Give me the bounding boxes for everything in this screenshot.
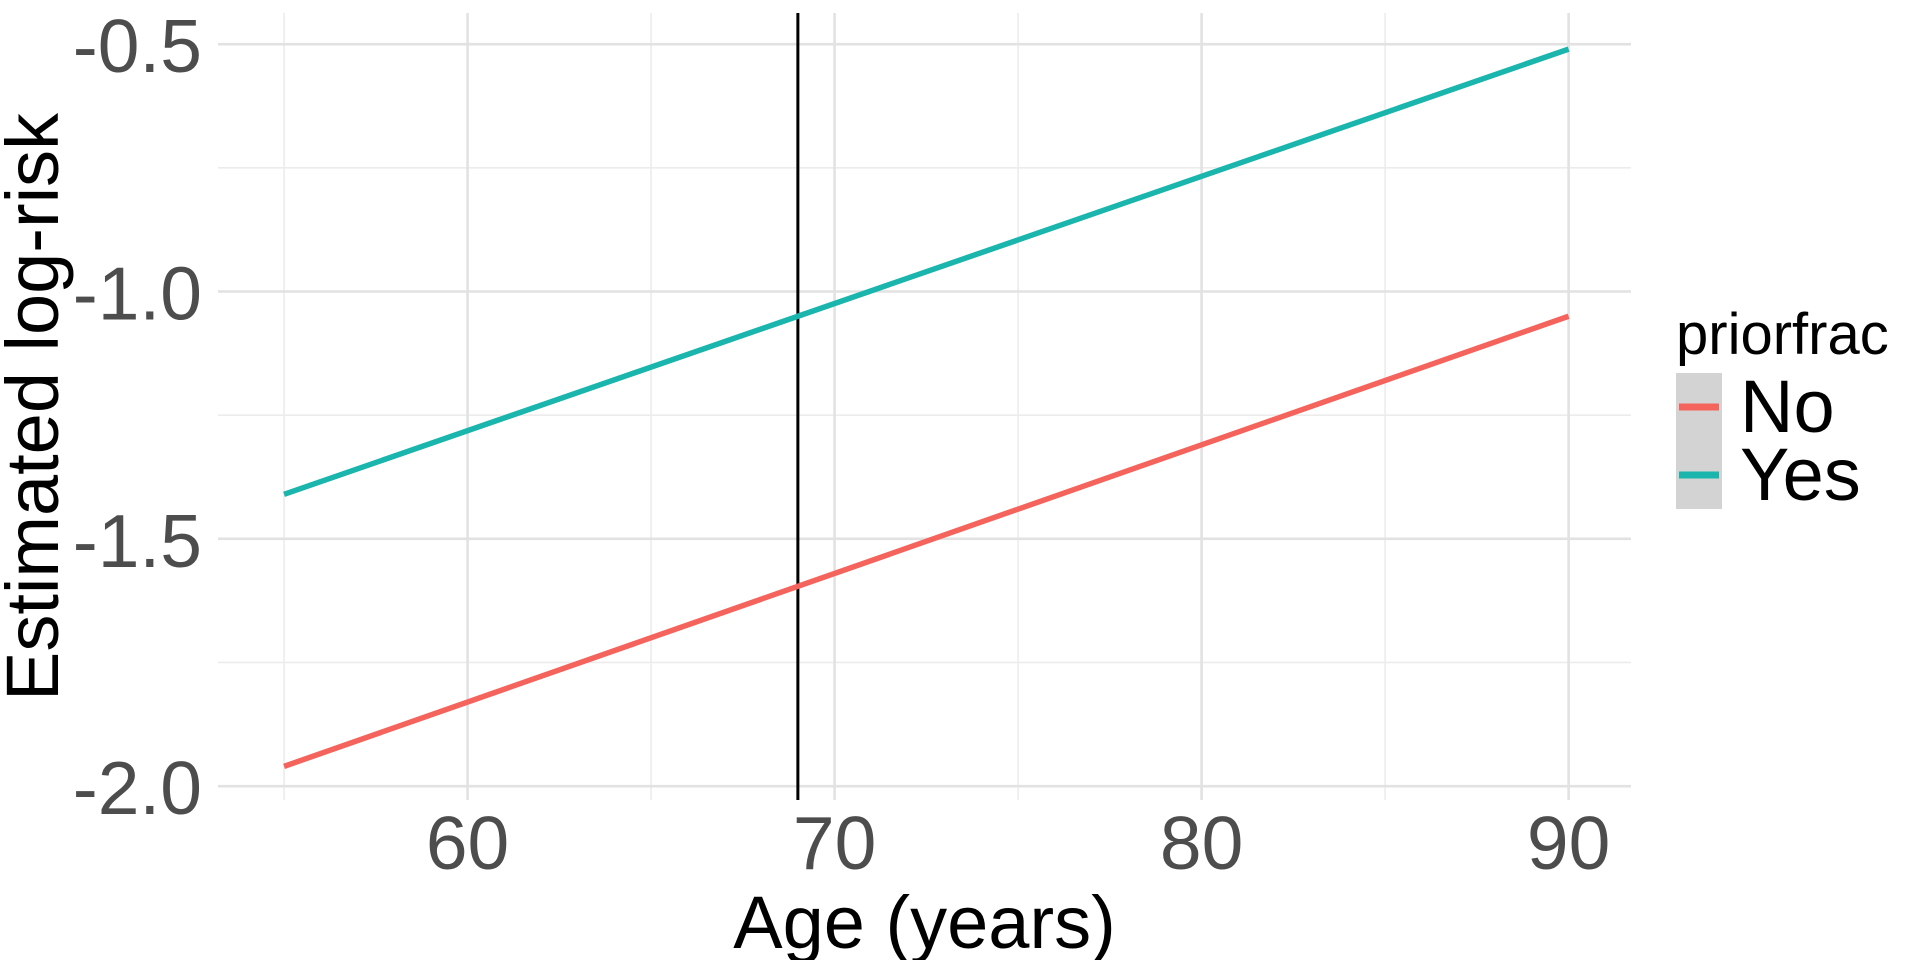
legend-key-line-yes-icon [1679,471,1719,479]
legend-key-no [1676,373,1722,441]
series-line-yes [283,46,1570,497]
y-tick-label: -0.5 [73,4,202,88]
x-tick-label: 70 [793,801,876,885]
legend-label-no: No [1740,365,1835,448]
legend-key-line-no-icon [1679,403,1719,411]
x-tick-label: 60 [426,801,509,885]
legend-title: priorfrac [1676,302,1889,367]
series-line-no [283,313,1570,769]
legend-label-yes: Yes [1740,433,1861,516]
x-tick-label: 80 [1160,801,1243,885]
legend-entry-no: No [1676,365,1889,448]
x-tick-label: 90 [1527,801,1610,885]
y-axis-title: Estimated log-risk [0,112,74,701]
y-tick-label: -1.0 [73,251,202,335]
legend-entry-yes: Yes [1676,433,1889,516]
legend: priorfrac No Yes [1676,296,1889,516]
y-axis-title-wrap: Estimated log-risk [0,13,74,800]
y-tick-label: -2.0 [73,746,202,830]
x-axis-title: Age (years) [733,881,1116,960]
y-tick-label: -1.5 [73,499,202,583]
legend-key-yes [1676,441,1722,509]
